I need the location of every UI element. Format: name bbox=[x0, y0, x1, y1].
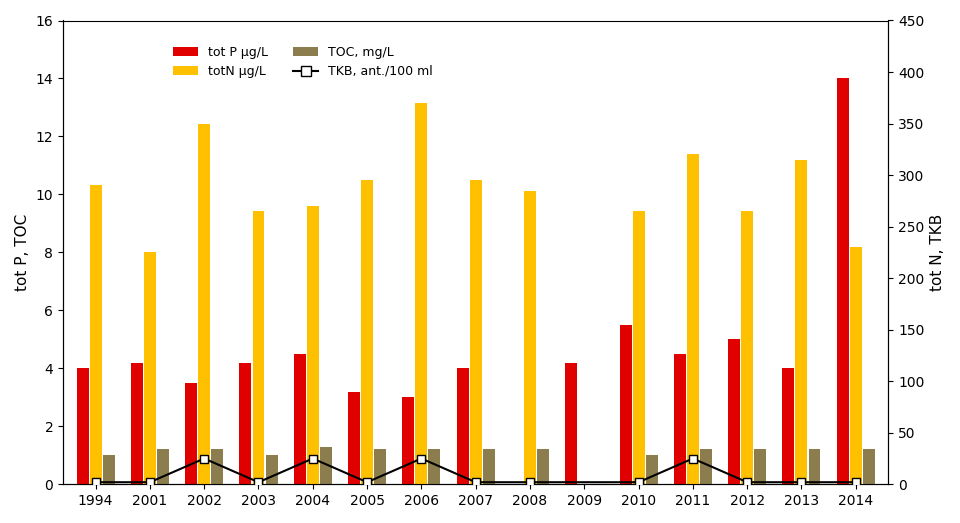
Bar bbox=[646, 456, 658, 484]
Bar bbox=[755, 449, 766, 484]
Bar bbox=[850, 247, 862, 484]
Bar bbox=[307, 206, 319, 484]
Bar bbox=[266, 456, 277, 484]
Bar bbox=[89, 185, 102, 484]
Bar bbox=[674, 354, 685, 484]
Bar bbox=[428, 449, 441, 484]
Bar bbox=[239, 362, 252, 484]
Bar bbox=[416, 103, 427, 484]
Bar bbox=[837, 78, 849, 484]
Bar bbox=[185, 383, 197, 484]
Bar bbox=[537, 449, 549, 484]
Bar bbox=[619, 325, 632, 484]
Bar bbox=[796, 160, 807, 484]
Bar bbox=[700, 449, 712, 484]
Bar bbox=[348, 392, 360, 484]
Y-axis label: tot N, TKB: tot N, TKB bbox=[930, 214, 945, 291]
Y-axis label: tot P, TOC: tot P, TOC bbox=[15, 214, 30, 291]
Bar bbox=[103, 456, 114, 484]
Bar bbox=[131, 362, 143, 484]
Bar bbox=[863, 449, 875, 484]
Bar bbox=[157, 449, 169, 484]
Bar bbox=[524, 190, 536, 484]
Bar bbox=[457, 368, 468, 484]
Bar bbox=[320, 447, 332, 484]
Bar bbox=[782, 368, 795, 484]
Bar bbox=[633, 211, 644, 484]
Bar bbox=[402, 397, 415, 484]
Bar bbox=[729, 339, 740, 484]
Bar bbox=[144, 253, 156, 484]
Bar bbox=[808, 449, 821, 484]
Bar bbox=[198, 123, 210, 484]
Bar bbox=[361, 180, 373, 484]
Bar bbox=[211, 449, 224, 484]
Bar bbox=[469, 180, 482, 484]
Legend: tot P μg/L, totN μg/L, TOC, mg/L, TKB, ant./100 ml: tot P μg/L, totN μg/L, TOC, mg/L, TKB, a… bbox=[168, 41, 438, 83]
Bar bbox=[374, 449, 386, 484]
Bar bbox=[741, 211, 754, 484]
Bar bbox=[687, 154, 699, 484]
Bar bbox=[77, 368, 88, 484]
Bar bbox=[252, 211, 264, 484]
Bar bbox=[294, 354, 305, 484]
Bar bbox=[483, 449, 494, 484]
Bar bbox=[565, 362, 577, 484]
